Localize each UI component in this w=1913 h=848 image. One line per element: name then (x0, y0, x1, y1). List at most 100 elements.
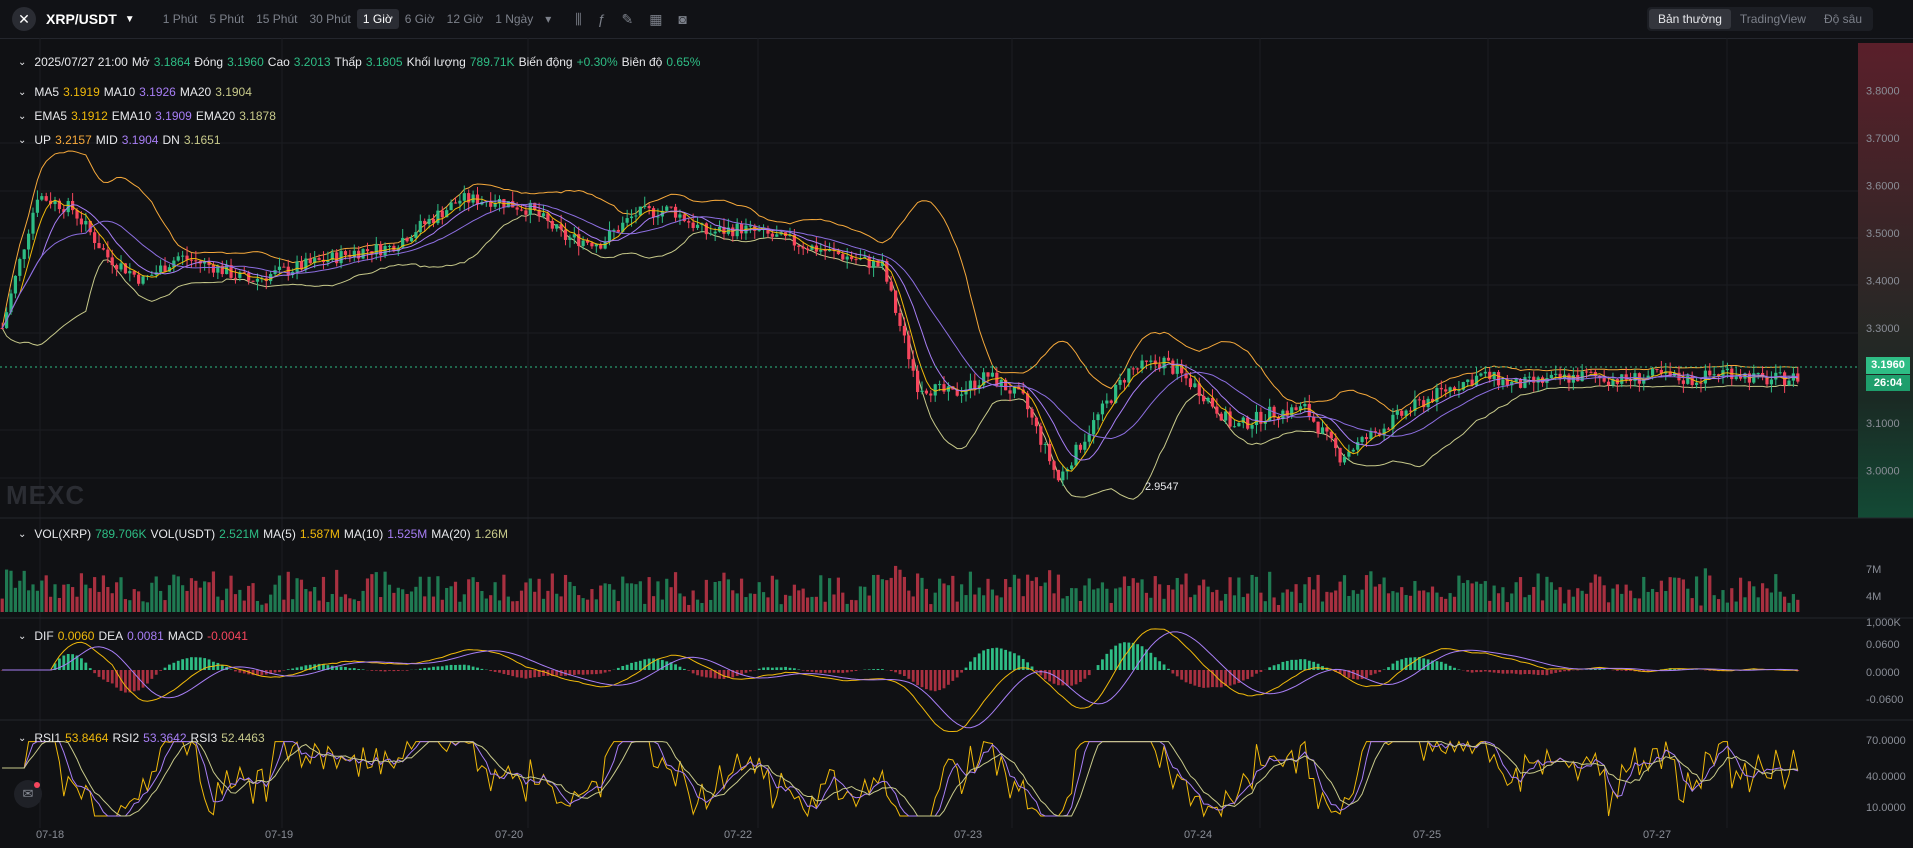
candle-body (1752, 373, 1756, 383)
chevron-down-icon[interactable]: ⌄ (18, 134, 27, 146)
macd-histogram-bar (159, 670, 163, 671)
volume-bar (53, 584, 57, 612)
function-icon[interactable]: ƒ (597, 10, 606, 27)
macd-histogram-bar (630, 662, 633, 670)
candle-body (973, 380, 977, 389)
candle-body (1466, 379, 1470, 383)
candle-body (1241, 417, 1245, 423)
dea-label: DEA (98, 629, 124, 643)
layout-grid-icon[interactable]: ▦ (649, 10, 663, 27)
volume-bar (409, 591, 414, 612)
candle-body (792, 234, 796, 246)
candle-body (1048, 443, 1052, 462)
chevron-down-icon[interactable]: ⌄ (18, 110, 27, 122)
rsi3-value: 52.4463 (221, 731, 265, 745)
volume-bar (365, 578, 370, 612)
macd-histogram-bar (216, 662, 220, 670)
tf-caret-icon[interactable]: ▾ (545, 12, 552, 26)
pencil-icon[interactable]: ✎ (621, 10, 634, 27)
macd-histogram-bar (938, 670, 942, 691)
time-axis-label: 07-19 (265, 829, 293, 841)
chevron-down-icon[interactable]: ⌄ (18, 56, 27, 68)
tf-6h[interactable]: 6 Giờ (404, 12, 435, 26)
candle-body (731, 227, 735, 237)
view-tradingview[interactable]: TradingView (1739, 12, 1806, 26)
indicator-bars-icon[interactable]: ⫼ (575, 10, 582, 27)
tf-1h[interactable]: 1 Giờ (356, 9, 399, 29)
volume-bar (31, 584, 35, 612)
volume-bars (0, 565, 1800, 612)
pair-selector[interactable]: XRP/USDT (46, 11, 117, 27)
price-chart[interactable]: 3.8000 3.7000 3.6000 3.5000 3.4000 3.3000 3.10… (0, 38, 1913, 848)
close-icon[interactable]: ✕ (12, 7, 36, 31)
volume-bar (1690, 598, 1694, 612)
chevron-down-icon[interactable]: ⌄ (18, 630, 27, 642)
macd-histogram-bar (229, 669, 233, 670)
tf-1m[interactable]: 1 Phút (162, 12, 198, 26)
macd-histogram-bar (168, 664, 171, 670)
macd-histogram-bar (1180, 670, 1184, 680)
view-standard[interactable]: Bản thường (1648, 9, 1731, 29)
macd-histogram-bar (80, 658, 83, 670)
volume-bar (1056, 574, 1061, 612)
macd-label: MACD (167, 629, 204, 643)
volume-bar (383, 571, 387, 612)
tf-12h[interactable]: 12 Giờ (446, 12, 484, 26)
candle-body (1681, 380, 1685, 384)
candle-body (374, 244, 378, 255)
volume-bar (1012, 574, 1017, 612)
macd-histogram-bar (682, 668, 686, 670)
chevron-down-icon[interactable]: ⌄ (18, 528, 27, 540)
dea-value: 0.0081 (127, 629, 164, 643)
macd-histogram-bar (1475, 670, 1478, 673)
chevron-down-icon[interactable]: ⌄ (18, 86, 27, 98)
tf-1d[interactable]: 1 Ngày (495, 12, 534, 26)
volume-bar (1408, 595, 1413, 612)
volume-bar (563, 574, 568, 612)
camera-icon[interactable]: ◙ (678, 10, 687, 27)
candle-body (1712, 374, 1716, 376)
volume-bar (40, 580, 44, 612)
candle-body (1092, 420, 1096, 435)
tf-5m[interactable]: 5 Phút (209, 12, 245, 26)
chevron-down-icon[interactable]: ▼ (124, 13, 135, 25)
candle-body (506, 201, 510, 208)
candle-body (1083, 441, 1087, 450)
candle-body (942, 384, 946, 392)
candle-body (938, 384, 942, 386)
macd-histogram-bar (269, 670, 273, 675)
volume-bar (396, 587, 400, 612)
candle-body (1400, 410, 1404, 416)
tf-15m[interactable]: 15 Phút (256, 12, 298, 26)
macd-histogram-bar (427, 667, 431, 670)
chevron-down-icon[interactable]: ⌄ (18, 732, 27, 744)
volume-bar (1417, 590, 1421, 612)
macd-histogram-bar (445, 665, 449, 670)
candle-body (1206, 397, 1210, 402)
volume-bar (1100, 582, 1105, 612)
volume-bar (673, 572, 678, 612)
candle-body (1246, 417, 1250, 429)
countdown-tag: 26:04 (1866, 375, 1910, 391)
candle-body (141, 276, 145, 284)
candle-body (189, 259, 194, 261)
volume-bar (1263, 601, 1267, 612)
candle-body (1774, 372, 1778, 380)
candle-body (194, 260, 198, 262)
candle-body (1122, 379, 1127, 383)
vol-ma10-value: 1.525M (387, 527, 428, 541)
tf-30m[interactable]: 30 Phút (309, 12, 351, 26)
candle-body (550, 221, 554, 229)
chat-icon[interactable]: ✉ (14, 780, 42, 808)
view-depth[interactable]: Độ sâu (1823, 12, 1862, 26)
volume-bar (1074, 588, 1078, 612)
volume-bar (203, 581, 207, 612)
macd-histogram-bar (1373, 670, 1377, 674)
macd-histogram-bar (1708, 670, 1712, 671)
volume-bar (401, 589, 405, 612)
macd-histogram-bar (1083, 670, 1087, 679)
volume-axis-label: 7M (1866, 564, 1881, 576)
time-axis-label: 07-22 (724, 829, 752, 841)
macd-histogram-bar (273, 670, 277, 673)
volume-bar (938, 578, 942, 612)
